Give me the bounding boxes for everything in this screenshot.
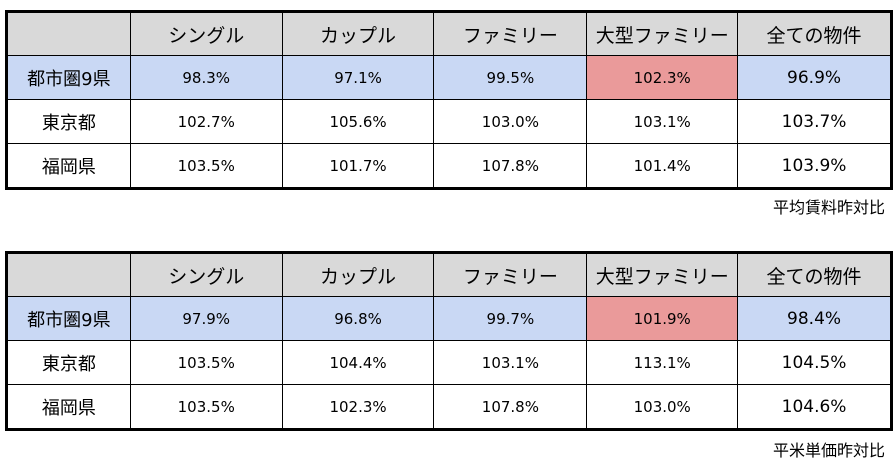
table-row: 都市圏9県 97.9% 96.8% 99.7% 101.9% 98.4%	[6, 296, 892, 341]
table-cell: 103.5%	[129, 143, 283, 189]
rent-comparison-table: シングル カップル ファミリー 大型ファミリー 全ての物件 都市圏9県 98.3…	[5, 10, 893, 190]
header-large-family: 大型ファミリー	[586, 252, 739, 297]
header-all-properties: 全ての物件	[737, 11, 892, 56]
table-cell: 97.9%	[129, 296, 283, 341]
header-couple: カップル	[281, 11, 435, 56]
header-large-family: 大型ファミリー	[586, 11, 739, 56]
table-caption-unit-price: 平米単価昨対比	[772, 441, 885, 460]
table-cell: 113.1%	[586, 340, 739, 385]
table-cell-highlight: 102.3%	[586, 55, 739, 100]
row-label-fukuoka: 福岡県	[6, 384, 131, 430]
header-row: シングル カップル ファミリー 大型ファミリー 全ての物件	[6, 252, 892, 297]
table-cell: 102.7%	[129, 99, 283, 144]
table-cell: 103.1%	[433, 340, 588, 385]
table-cell: 103.0%	[586, 384, 739, 430]
header-corner-cell	[6, 11, 131, 56]
table-cell: 99.5%	[433, 55, 588, 100]
table-cell: 96.8%	[281, 296, 435, 341]
header-single: シングル	[129, 252, 283, 297]
table-row: 東京都 103.5% 104.4% 103.1% 113.1% 104.5%	[6, 340, 892, 385]
table-cell: 97.1%	[281, 55, 435, 100]
header-row: シングル カップル ファミリー 大型ファミリー 全ての物件	[6, 11, 892, 56]
header-family: ファミリー	[433, 11, 588, 56]
table-cell: 99.7%	[433, 296, 588, 341]
table-row: 福岡県 103.5% 101.7% 107.8% 101.4% 103.9%	[6, 143, 892, 189]
table-caption-rent: 平均賃料昨対比	[772, 198, 885, 217]
unit-price-comparison-table: シングル カップル ファミリー 大型ファミリー 全ての物件 都市圏9県 97.9…	[5, 251, 893, 431]
header-family: ファミリー	[433, 252, 588, 297]
table-cell: 103.5%	[129, 340, 283, 385]
table-cell-highlight: 101.9%	[586, 296, 739, 341]
table-cell: 98.4%	[737, 296, 892, 341]
table-cell: 98.3%	[129, 55, 283, 100]
table-row: 都市圏9県 98.3% 97.1% 99.5% 102.3% 96.9%	[6, 55, 892, 100]
table-cell: 101.7%	[281, 143, 435, 189]
table-cell: 96.9%	[737, 55, 892, 100]
table-cell: 107.8%	[433, 143, 588, 189]
table-cell: 104.4%	[281, 340, 435, 385]
table-cell: 103.9%	[737, 143, 892, 189]
row-label-metro9: 都市圏9県	[6, 296, 131, 341]
table-cell: 107.8%	[433, 384, 588, 430]
table-cell: 101.4%	[586, 143, 739, 189]
table-cell: 103.5%	[129, 384, 283, 430]
row-label-tokyo: 東京都	[6, 99, 131, 144]
table-cell: 103.0%	[433, 99, 588, 144]
row-label-tokyo: 東京都	[6, 340, 131, 385]
header-couple: カップル	[281, 252, 435, 297]
table-cell: 103.7%	[737, 99, 892, 144]
row-label-metro9: 都市圏9県	[6, 55, 131, 100]
header-single: シングル	[129, 11, 283, 56]
table-row: 福岡県 103.5% 102.3% 107.8% 103.0% 104.6%	[6, 384, 892, 430]
header-all-properties: 全ての物件	[737, 252, 892, 297]
header-corner-cell	[6, 252, 131, 297]
table-cell: 103.1%	[586, 99, 739, 144]
table-cell: 104.6%	[737, 384, 892, 430]
table-cell: 105.6%	[281, 99, 435, 144]
table-cell: 104.5%	[737, 340, 892, 385]
row-label-fukuoka: 福岡県	[6, 143, 131, 189]
table-cell: 102.3%	[281, 384, 435, 430]
table-row: 東京都 102.7% 105.6% 103.0% 103.1% 103.7%	[6, 99, 892, 144]
